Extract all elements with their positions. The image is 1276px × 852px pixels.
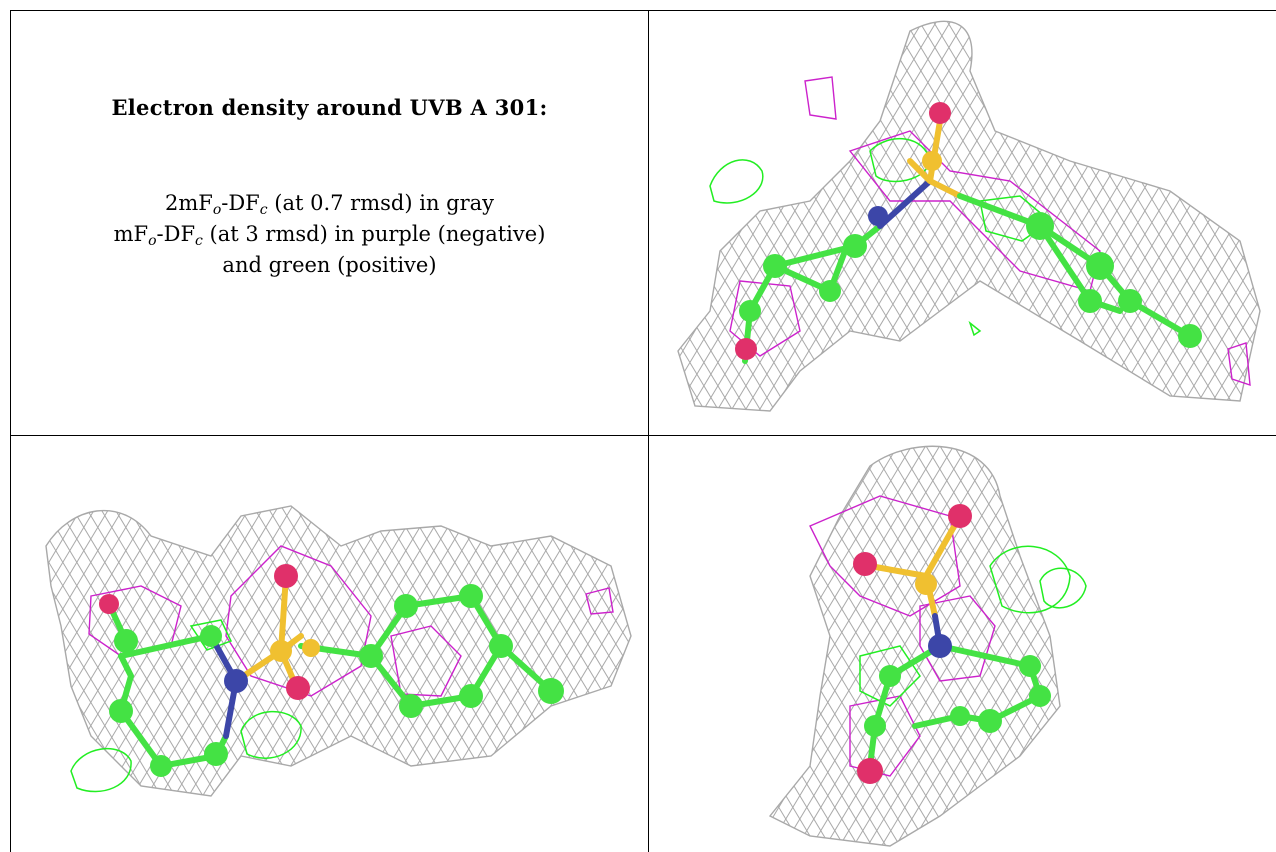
table-divider-horizontal-right <box>648 435 1276 436</box>
molecule-atoms <box>853 504 1051 784</box>
gray-density-mesh <box>677 20 1261 412</box>
gray-mesh-grid <box>770 446 1060 846</box>
caption-line2-mid: -DF <box>156 222 196 246</box>
molecule-atoms <box>99 564 564 777</box>
caption-line2-post: (at 3 rmsd) in purple (negative) <box>202 222 546 246</box>
caption-line2-sub2: c <box>195 233 203 249</box>
caption-line2-sub1: o <box>148 233 157 249</box>
density-panel-bottom-right <box>650 436 1276 852</box>
caption-line-fofc: mFo-DFc (at 3 rmsd) in purple (negative) <box>114 219 546 250</box>
green-density-mesh <box>70 619 302 793</box>
table-border-left <box>10 10 11 852</box>
table-divider-horizontal-left <box>10 435 663 436</box>
caption-line1-mid: -DF <box>221 191 260 215</box>
caption-line-2fofc: 2mFo-DFc (at 0.7 rmsd) in gray <box>114 188 546 219</box>
gray-mesh-grid <box>678 21 1260 411</box>
molecule-bonds <box>106 573 554 769</box>
caption-line1-pre: 2mF <box>164 191 213 215</box>
density-panel-bottom-left <box>11 436 648 852</box>
caption-title: Electron density around UVB A 301: <box>111 95 548 120</box>
caption-line2-pre: mF <box>113 222 149 246</box>
gray-density-mesh <box>768 445 1061 847</box>
table-divider-vertical <box>648 10 649 852</box>
density-panel-top-right <box>650 11 1276 434</box>
caption-line1-post: (at 0.7 rmsd) in gray <box>267 191 495 215</box>
green-density-mesh <box>859 545 1087 707</box>
table-border-top <box>10 10 1276 11</box>
caption-line-colors: and green (positive) <box>222 253 437 277</box>
caption-cell: Electron density around UVB A 301: 2mFo-… <box>11 11 648 435</box>
caption-line1-sub1: o <box>212 202 222 218</box>
purple-density-mesh <box>729 76 1251 387</box>
caption-line1-sub2: c <box>259 202 268 218</box>
molecule-atoms <box>735 102 1202 360</box>
purple-density-mesh <box>809 495 996 777</box>
caption-body: 2mFo-DFc (at 0.7 rmsd) in gray mFo-DFc (… <box>114 188 546 281</box>
